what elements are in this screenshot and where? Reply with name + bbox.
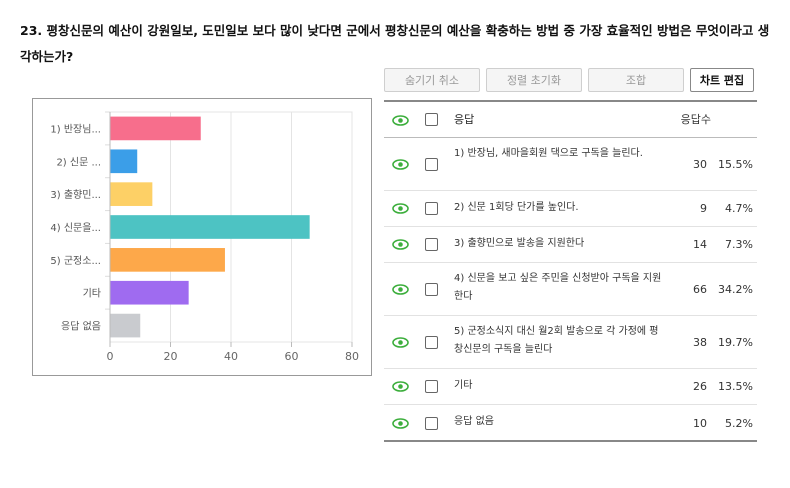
response-text: 기타 bbox=[454, 380, 473, 391]
response-percent: 4.7% bbox=[725, 202, 753, 215]
response-percent: 7.3% bbox=[725, 238, 753, 251]
x-tick-label: 20 bbox=[164, 350, 178, 363]
question-title: 23. 평창신문의 예산이 강원일보, 도민일보 보다 많이 낮다면 군에서 평… bbox=[20, 23, 770, 64]
bar bbox=[110, 215, 310, 239]
y-category-label: 응답 없음 bbox=[61, 320, 101, 333]
table-row: 2) 신문 1회당 단가를 높인다. 9 4.7% bbox=[384, 191, 757, 227]
y-category-label: 1) 반장님... bbox=[50, 123, 101, 135]
eye-icon[interactable] bbox=[392, 284, 409, 295]
eye-icon[interactable] bbox=[392, 337, 409, 348]
response-text: 응답 없음 bbox=[454, 416, 494, 427]
response-percent: 34.2% bbox=[718, 283, 753, 296]
response-count: 14 bbox=[693, 238, 707, 251]
table-row: 응답 없음 10 5.2% bbox=[384, 405, 757, 442]
eye-icon[interactable] bbox=[392, 239, 409, 250]
eye-icon[interactable] bbox=[392, 381, 409, 392]
response-count: 10 bbox=[693, 417, 707, 430]
response-text: 3) 출향민으로 발송을 지원한다 bbox=[454, 238, 585, 249]
hide-cancel-button[interactable]: 숨기기 취소 bbox=[384, 68, 480, 92]
y-category-label: 기타 bbox=[83, 288, 101, 300]
x-tick-label: 40 bbox=[224, 350, 238, 363]
table-row: 기타 26 13.5% bbox=[384, 369, 757, 405]
row-checkbox[interactable] bbox=[425, 417, 438, 430]
row-checkbox[interactable] bbox=[425, 238, 438, 251]
y-category-label: 5) 군정소... bbox=[50, 255, 101, 267]
edit-chart-button[interactable]: 차트 편집 bbox=[690, 68, 754, 92]
row-checkbox[interactable] bbox=[425, 158, 438, 171]
combine-button[interactable]: 조합 bbox=[588, 68, 684, 92]
response-text: 2) 신문 1회당 단가를 높인다. bbox=[454, 202, 579, 213]
header-count[interactable]: 응답수 bbox=[680, 113, 711, 126]
response-percent: 19.7% bbox=[718, 336, 753, 349]
eye-icon[interactable] bbox=[392, 203, 409, 214]
header-response: 응답 bbox=[454, 113, 475, 126]
response-count: 38 bbox=[693, 336, 707, 349]
response-percent: 13.5% bbox=[718, 380, 753, 393]
row-checkbox[interactable] bbox=[425, 336, 438, 349]
table-top-rule bbox=[384, 100, 757, 102]
y-category-label: 3) 출향민... bbox=[50, 189, 101, 201]
response-count: 26 bbox=[693, 380, 707, 393]
bar bbox=[110, 116, 201, 141]
bar-chart: 0 20 40 60 80 1) 반장님... 2) 신문 ... 3) 출향민... 4) 신… bbox=[50, 111, 359, 363]
chart-panel: 0 20 40 60 80 1) 반장님... 2) 신문 ... 3) 출향민... 4) 신… bbox=[32, 98, 372, 376]
response-text: 5) 군정소식지 대신 월2회 발송으로 각 가정에 평창신문의 구독을 늘린다 bbox=[454, 326, 659, 355]
response-count: 30 bbox=[693, 158, 707, 171]
response-percent: 5.2% bbox=[725, 417, 753, 430]
response-count: 9 bbox=[700, 202, 707, 215]
reset-sort-button[interactable]: 정렬 초기화 bbox=[486, 68, 582, 92]
select-all-checkbox[interactable] bbox=[425, 113, 438, 126]
y-category-label: 4) 신문을... bbox=[50, 222, 101, 234]
table-row: 5) 군정소식지 대신 월2회 발송으로 각 가정에 평창신문의 구독을 늘린다… bbox=[384, 316, 757, 369]
response-count: 66 bbox=[693, 283, 707, 296]
bar bbox=[110, 280, 189, 305]
bar bbox=[110, 248, 225, 272]
eye-icon[interactable] bbox=[392, 418, 409, 429]
bar bbox=[110, 149, 138, 174]
row-checkbox[interactable] bbox=[425, 380, 438, 393]
table-header: 응답 응답수 bbox=[384, 102, 757, 138]
eye-icon[interactable] bbox=[392, 115, 409, 126]
bar bbox=[110, 182, 153, 206]
response-text: 4) 신문을 보고 싶은 주민을 신청받아 구독을 지원한다 bbox=[454, 273, 662, 302]
table-row: 1) 반장님, 새마을회원 댁으로 구독을 늘린다. 30 15.5% bbox=[384, 138, 757, 191]
response-percent: 15.5% bbox=[718, 158, 753, 171]
table-row: 4) 신문을 보고 싶은 주민을 신청받아 구독을 지원한다 66 34.2% bbox=[384, 263, 757, 316]
x-tick-label: 0 bbox=[107, 350, 114, 363]
x-tick-label: 60 bbox=[285, 350, 299, 363]
table-row: 3) 출향민으로 발송을 지원한다 14 7.3% bbox=[384, 227, 757, 263]
x-tick-label: 80 bbox=[345, 350, 359, 363]
row-checkbox[interactable] bbox=[425, 283, 438, 296]
eye-icon[interactable] bbox=[392, 159, 409, 170]
response-text: 1) 반장님, 새마을회원 댁으로 구독을 늘린다. bbox=[454, 148, 643, 159]
response-table: 응답 응답수 1) 반장님, 새마을회원 댁으로 구독을 늘린다. 30 15.5%… bbox=[384, 100, 757, 442]
y-category-label: 2) 신문 ... bbox=[56, 156, 101, 168]
row-checkbox[interactable] bbox=[425, 202, 438, 215]
bar bbox=[110, 313, 141, 338]
